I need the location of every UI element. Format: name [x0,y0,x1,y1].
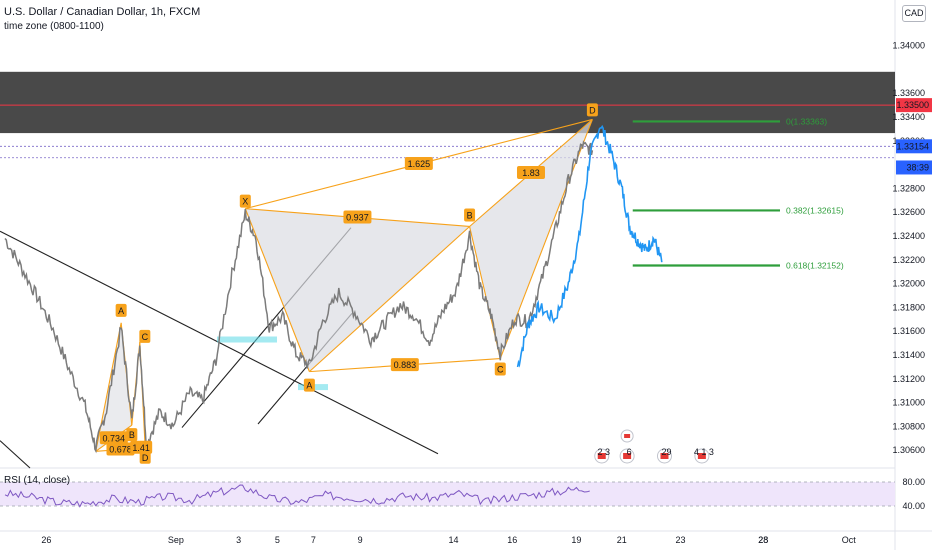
ratio-label: 1.41 [132,443,150,453]
x-tick-label: 21 [617,535,627,545]
supply-zone [0,71,895,134]
x-tick-label: 5 [275,535,280,545]
y-tick-label: 1.32600 [892,207,925,217]
pattern-point-label-box [586,103,598,117]
x-tick-label: 14 [449,535,459,545]
pattern-point-label-box [494,362,506,376]
fib-level-label: 0(1.33363) [786,116,827,126]
trend-line-short [0,440,31,469]
pattern-point-label: D [142,453,149,463]
y-tick-label: 1.32200 [892,255,925,265]
ratio-label-box [106,442,135,456]
harmonic-leg [309,226,470,373]
ratio-label: 0.883 [394,360,417,370]
y-tick-label: 1.31200 [892,374,925,384]
currency-badge[interactable]: CAD [902,5,926,22]
ratio-label-box [130,440,153,454]
pattern-point-label-box [239,194,251,208]
flag-icon [697,453,706,459]
rsi-level-label: 80.00 [902,477,925,487]
event-label: 6 [627,447,632,457]
fib-level-label: 0.382(1.32615) [786,205,844,215]
ratio-label: 0.734 [103,433,126,443]
x-tick-label: Oct [842,535,857,545]
ratio-label: 0.937 [346,213,369,223]
harmonic-small-leg [95,322,122,452]
cyan-highlight [217,336,277,343]
pattern-point-label-box [139,329,151,343]
flag-icon [623,453,632,459]
rsi-level-label: 40.00 [902,501,925,511]
ratio-label-box [390,358,419,372]
price-badge [896,139,932,154]
y-tick-label: 1.31800 [892,302,925,312]
event-label: 29 [661,447,671,457]
pattern-point-label: B [467,210,473,220]
price-badge [896,160,932,175]
flag-icon [597,453,606,459]
ratio-label-box [404,157,433,171]
harmonic-leg [244,208,310,372]
ratio-label: 1.625 [408,159,431,169]
event-label: 4 1 3 [694,447,714,457]
x-tick-label: 9 [358,535,363,545]
ratio-label: 1.83 [522,168,540,178]
harmonic-fill [245,208,470,372]
x-tick-label: 26 [41,535,51,545]
y-tick-label: 1.31600 [892,326,925,336]
pattern-point-label: D [589,105,596,115]
chart-title: U.S. Dollar / Canadian Dollar, 1h, FXCM [4,6,201,18]
pattern-point-label: C [497,365,504,375]
ratio-label: 0.678 [109,445,132,455]
y-tick-label: 1.31400 [892,350,925,360]
y-tick-label: 1.33400 [892,112,925,122]
pattern-point-label: B [129,430,135,440]
pattern-point-label-box [303,378,315,392]
pattern-point-label-box [115,303,127,317]
pattern-point-label: C [142,332,149,342]
projection-line [516,124,663,368]
y-tick-label: 1.32400 [892,231,925,241]
fib-level-label: 0.618(1.32152) [786,261,844,271]
pattern-point-label-box [464,208,476,222]
ratio-label-box [343,210,372,224]
event-label: 2 3 [597,447,610,457]
pattern-point-label: X [242,197,248,207]
x-tick-label: 28 [758,535,768,545]
price-badge-label: 1.33500 [896,100,929,110]
y-tick-label: 1.33600 [892,88,925,98]
x-tick-label: Sep [168,535,184,545]
rsi-title: RSI (14, close) [4,475,71,486]
x-tick-label: 19 [571,535,581,545]
x-tick-label: 23 [676,535,686,545]
y-tick-label: 1.32800 [892,183,925,193]
y-tick-label: 1.31000 [892,398,925,408]
x-tick-label: 7 [311,535,316,545]
x-tick-label: 16 [507,535,517,545]
flag-icon [660,453,669,459]
pattern-point-label: A [118,306,124,316]
y-tick-label: 1.32000 [892,279,925,289]
price-badge-label: 1.33154 [896,141,929,151]
price-line [4,140,594,454]
y-tick-label: 1.30600 [892,445,925,455]
harmonic-fill [469,119,593,359]
pattern-point-label: A [306,381,312,391]
rsi-band [0,482,895,506]
flag-icon [624,434,631,438]
y-tick-label: 1.30800 [892,421,925,431]
ratio-label-box [516,165,545,179]
y-tick-label: 1.34000 [892,41,925,51]
x-tick-label: 28 [758,535,768,545]
rsi-line [4,484,590,508]
price-badge-label: 38:39 [906,162,929,172]
pattern-point-label-box [139,450,151,464]
price-badge [896,98,932,113]
indicator-timezone-label: time zone (0800-1100) [4,21,104,32]
x-tick-label: 3 [236,535,241,545]
pattern-point-label-box [126,428,138,442]
ratio-label-box [99,431,128,445]
